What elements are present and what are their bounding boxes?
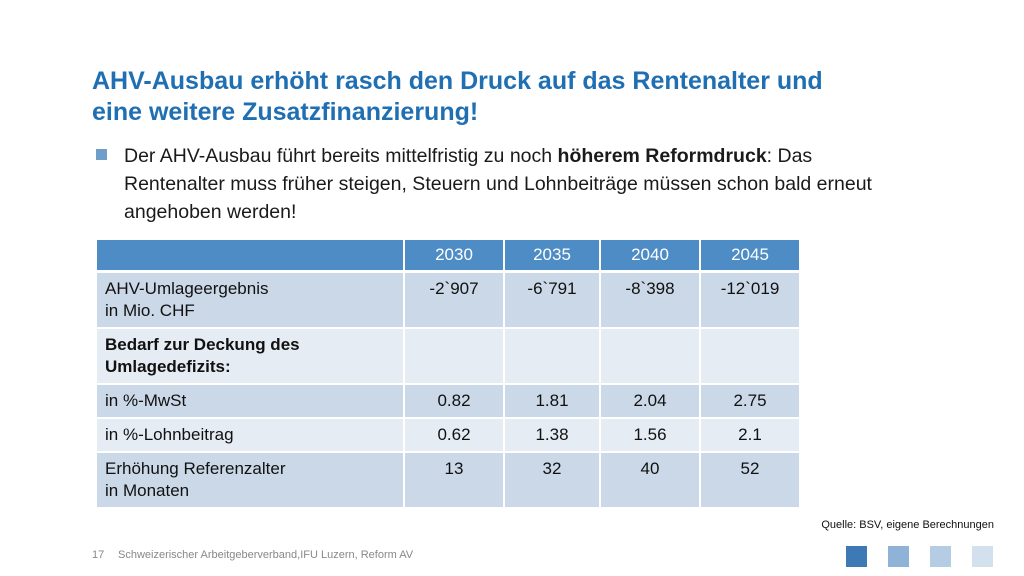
bullet-text: Der AHV-Ausbau führt bereits mittelfrist… (124, 142, 916, 226)
row-label: in %-MwSt (97, 384, 405, 419)
table-cell: 1.81 (504, 384, 601, 419)
table-row: in %-Lohnbeitrag 0.62 1.38 1.56 2.1 (97, 418, 801, 453)
table-cell: 52 (700, 452, 801, 509)
table-cell: 0.82 (404, 384, 505, 419)
row-label: in %-Lohnbeitrag (97, 418, 405, 453)
row-label: Bedarf zur Deckung des Umlagedefizits: (97, 328, 405, 385)
table-cell: 2.75 (700, 384, 801, 419)
table-row: Erhöhung Referenzalter in Monaten 13 32 4… (97, 452, 801, 509)
square-1-icon (846, 546, 867, 567)
header-cell-year: 2040 (600, 240, 701, 273)
table-row: Bedarf zur Deckung des Umlagedefizits: (97, 328, 801, 385)
bullet-text-part: : Das Rentenalter muss früher steigen, S… (124, 145, 872, 223)
table-cell: 32 (504, 452, 601, 509)
title-line-2: eine weitere Zusatzfinanzierung! (92, 98, 479, 126)
bullet-bold-text: höherem Reformdruck (557, 145, 767, 167)
table-row: in %-MwSt 0.82 1.81 2.04 2.75 (97, 384, 801, 419)
table-cell: -6`791 (504, 271, 601, 329)
bullet-text-part: Der AHV-Ausbau führt bereits mittelfrist… (124, 145, 558, 167)
header-cell-year: 2045 (700, 240, 801, 273)
table-cell: 2.04 (600, 384, 701, 419)
footer-text: Schweizerischer Arbeitgeberverband,IFU L… (118, 549, 414, 561)
data-table: 2030 2035 2040 2045 AHV-Umlageergebnis in… (97, 240, 801, 509)
table-cell: 13 (404, 452, 505, 509)
square-3-icon (930, 546, 951, 567)
header-cell-year: 2035 (504, 240, 601, 273)
title-line-1: AHV-Ausbau erhöht rasch den Druck auf da… (92, 67, 823, 95)
table-cell (504, 328, 601, 385)
table-cell: -8`398 (600, 271, 701, 329)
header-cell-empty (97, 240, 405, 273)
table-cell: 40 (600, 452, 701, 509)
header-cell-year: 2030 (404, 240, 505, 273)
table-cell: -2`907 (404, 271, 505, 329)
table-cell: -12`019 (700, 271, 801, 329)
table-cell: 0.62 (404, 418, 505, 453)
source-note: Quelle: BSV, eigene Berechnungen (821, 519, 994, 531)
table-cell: 1.38 (504, 418, 601, 453)
table-cell: 1.56 (600, 418, 701, 453)
table-header-row: 2030 2035 2040 2045 (97, 240, 801, 273)
square-bullet-icon (96, 149, 107, 160)
page-number: 17 (92, 549, 105, 561)
slide-title: AHV-Ausbau erhöht rasch den Druck auf da… (92, 66, 952, 128)
row-label: Erhöhung Referenzalter in Monaten (97, 452, 405, 509)
table-cell (600, 328, 701, 385)
table-cell (700, 328, 801, 385)
square-2-icon (888, 546, 909, 567)
row-label: AHV-Umlageergebnis in Mio. CHF (97, 271, 405, 329)
table-row: AHV-Umlageergebnis in Mio. CHF -2`907 -6`… (97, 271, 801, 329)
bullet-point: Der AHV-Ausbau führt bereits mittelfrist… (96, 142, 916, 226)
table-cell: 2.1 (700, 418, 801, 453)
square-4-icon (972, 546, 993, 567)
table-cell (404, 328, 505, 385)
footer: 17 Schweizerischer Arbeitgeberverband,IFU… (92, 549, 413, 561)
